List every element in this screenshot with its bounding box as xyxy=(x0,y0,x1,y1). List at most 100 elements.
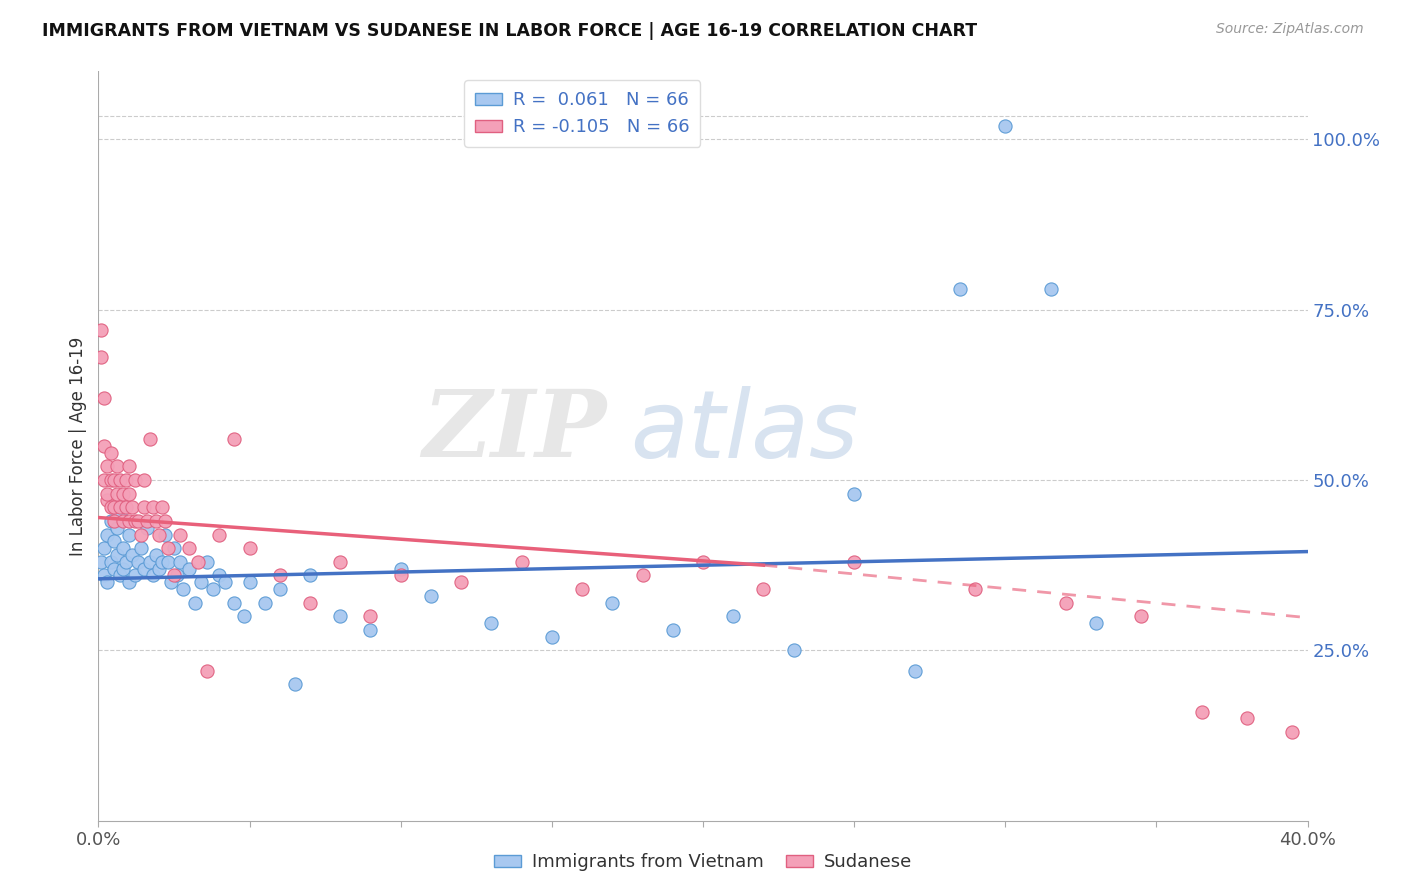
Point xyxy=(299,596,322,610)
Point xyxy=(269,582,291,596)
Point xyxy=(111,486,134,500)
Point xyxy=(103,514,125,528)
Point xyxy=(269,568,291,582)
Point xyxy=(156,555,179,569)
Point xyxy=(132,473,155,487)
Point xyxy=(105,459,128,474)
Point xyxy=(949,282,972,296)
Point xyxy=(184,596,207,610)
Point xyxy=(844,486,866,500)
Point xyxy=(96,575,118,590)
Point xyxy=(1281,725,1303,739)
Point xyxy=(163,568,186,582)
Point xyxy=(187,555,209,569)
Point xyxy=(103,500,125,515)
Point xyxy=(145,514,167,528)
Point xyxy=(142,568,165,582)
Point xyxy=(994,119,1017,133)
Point xyxy=(108,568,131,582)
Point xyxy=(844,555,866,569)
Point xyxy=(121,548,143,562)
Point xyxy=(90,555,112,569)
Point xyxy=(965,582,987,596)
Point xyxy=(105,548,128,562)
Point xyxy=(111,541,134,556)
Point xyxy=(100,500,122,515)
Point xyxy=(284,677,307,691)
Point xyxy=(142,500,165,515)
Point xyxy=(145,548,167,562)
Point xyxy=(752,582,775,596)
Text: ZIP: ZIP xyxy=(422,386,606,476)
Point xyxy=(96,486,118,500)
Point xyxy=(723,609,745,624)
Point xyxy=(1039,282,1062,296)
Point xyxy=(150,500,173,515)
Point xyxy=(1191,705,1213,719)
Point xyxy=(299,568,322,582)
Point xyxy=(96,459,118,474)
Point xyxy=(139,432,162,446)
Point xyxy=(103,561,125,575)
Legend: Immigrants from Vietnam, Sudanese: Immigrants from Vietnam, Sudanese xyxy=(486,847,920,879)
Point xyxy=(190,575,212,590)
Point xyxy=(661,623,683,637)
Point xyxy=(195,664,218,678)
Point xyxy=(105,486,128,500)
Point xyxy=(118,459,141,474)
Point xyxy=(783,643,806,657)
Point xyxy=(148,561,170,575)
Point xyxy=(114,473,136,487)
Point xyxy=(631,568,654,582)
Point xyxy=(135,521,157,535)
Point xyxy=(253,596,276,610)
Point xyxy=(93,473,115,487)
Point xyxy=(90,323,112,337)
Legend: R =  0.061   N = 66, R = -0.105   N = 66: R = 0.061 N = 66, R = -0.105 N = 66 xyxy=(464,80,700,147)
Point xyxy=(124,514,146,528)
Point xyxy=(1054,596,1077,610)
Point xyxy=(121,500,143,515)
Point xyxy=(571,582,593,596)
Point xyxy=(360,623,382,637)
Point xyxy=(93,541,115,556)
Point xyxy=(108,507,131,521)
Point xyxy=(208,527,231,541)
Point xyxy=(510,555,533,569)
Point xyxy=(124,473,146,487)
Text: atlas: atlas xyxy=(630,385,859,476)
Point xyxy=(172,582,194,596)
Point xyxy=(118,575,141,590)
Point xyxy=(127,514,149,528)
Point xyxy=(481,616,503,631)
Point xyxy=(239,541,262,556)
Point xyxy=(93,439,115,453)
Point xyxy=(93,392,115,406)
Point xyxy=(692,555,714,569)
Point xyxy=(602,596,624,610)
Point xyxy=(111,561,134,575)
Point xyxy=(1130,609,1153,624)
Point xyxy=(100,446,122,460)
Point xyxy=(127,555,149,569)
Point xyxy=(195,555,218,569)
Point xyxy=(420,589,443,603)
Point xyxy=(329,555,352,569)
Point xyxy=(153,527,176,541)
Point xyxy=(118,486,141,500)
Y-axis label: In Labor Force | Age 16-19: In Labor Force | Age 16-19 xyxy=(69,336,87,556)
Point xyxy=(214,575,236,590)
Point xyxy=(179,561,201,575)
Point xyxy=(169,555,191,569)
Point xyxy=(153,514,176,528)
Point xyxy=(360,609,382,624)
Point xyxy=(169,527,191,541)
Point xyxy=(100,473,122,487)
Point xyxy=(135,514,157,528)
Point xyxy=(156,541,179,556)
Point xyxy=(139,555,162,569)
Point xyxy=(114,500,136,515)
Point xyxy=(166,568,188,582)
Point xyxy=(389,561,412,575)
Point xyxy=(132,500,155,515)
